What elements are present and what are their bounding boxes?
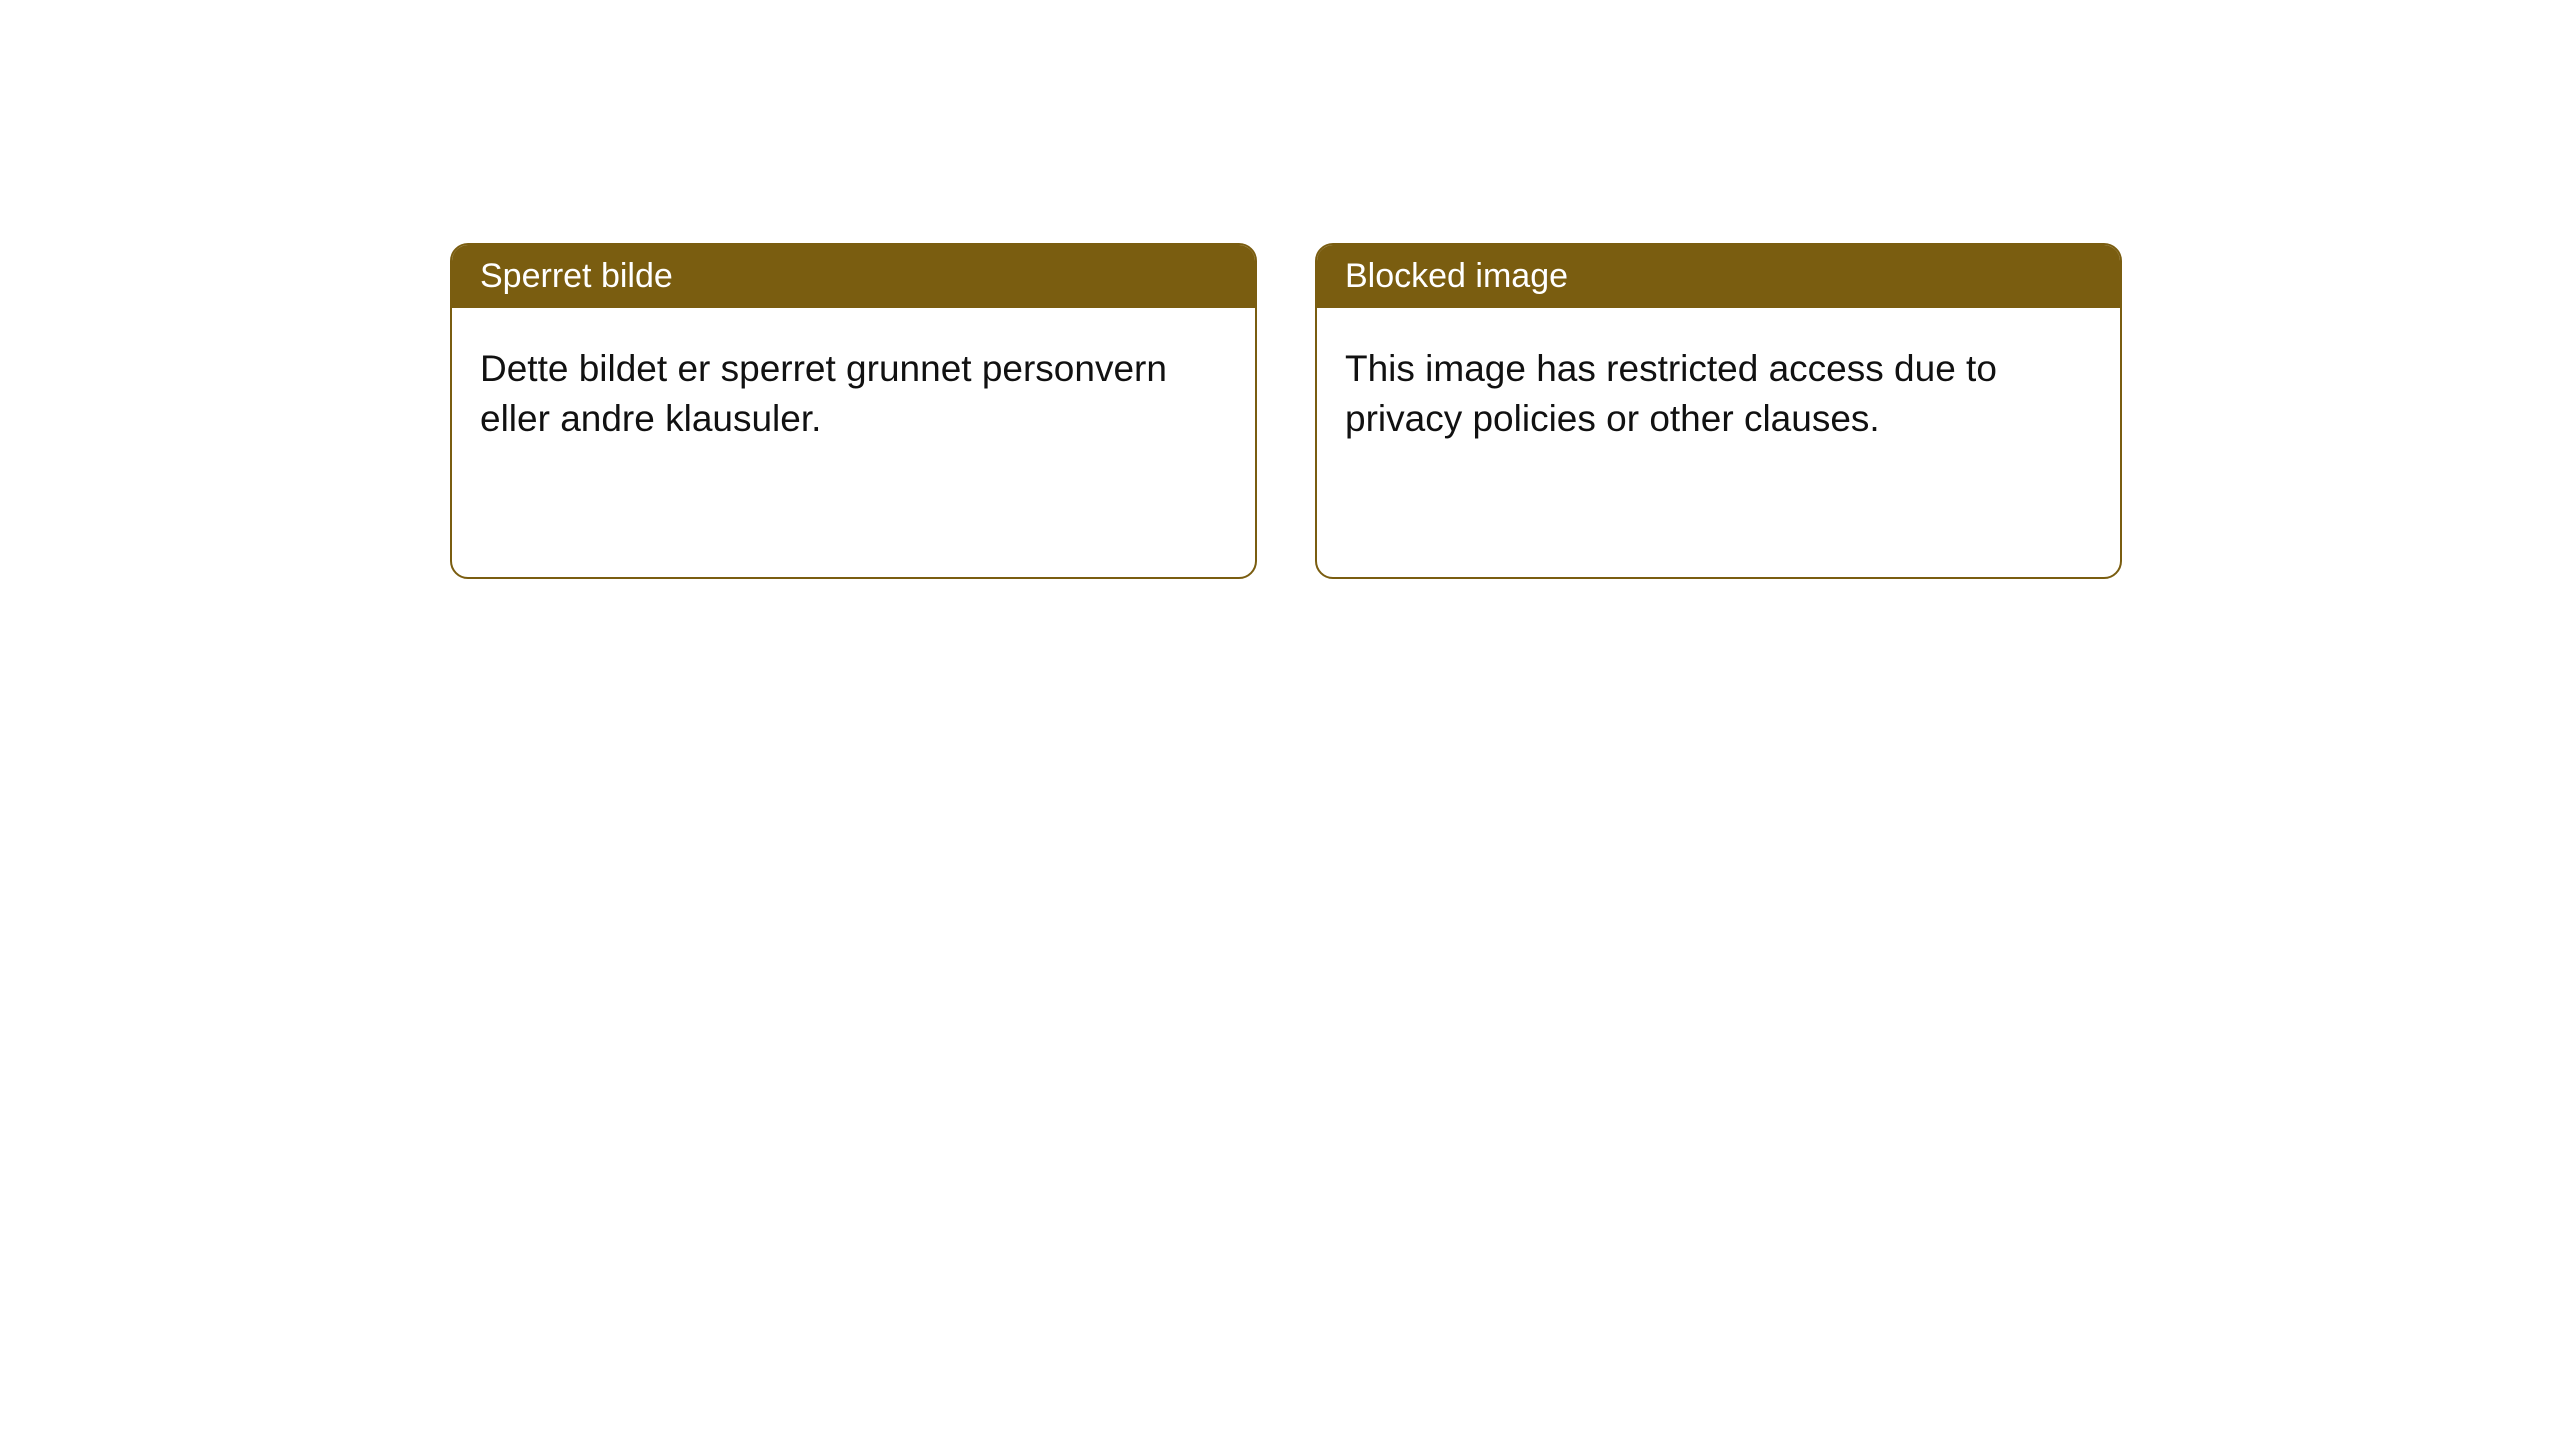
notice-header: Sperret bilde — [452, 245, 1255, 308]
notice-card-english: Blocked image This image has restricted … — [1315, 243, 2122, 579]
notice-body-text: This image has restricted access due to … — [1345, 348, 1997, 439]
notice-header-text: Sperret bilde — [480, 257, 673, 295]
notice-body: This image has restricted access due to … — [1317, 308, 2120, 480]
notice-header: Blocked image — [1317, 245, 2120, 308]
notice-container: Sperret bilde Dette bildet er sperret gr… — [0, 0, 2560, 579]
notice-card-norwegian: Sperret bilde Dette bildet er sperret gr… — [450, 243, 1257, 579]
notice-body-text: Dette bildet er sperret grunnet personve… — [480, 348, 1167, 439]
notice-body: Dette bildet er sperret grunnet personve… — [452, 308, 1255, 480]
notice-header-text: Blocked image — [1345, 257, 1568, 295]
